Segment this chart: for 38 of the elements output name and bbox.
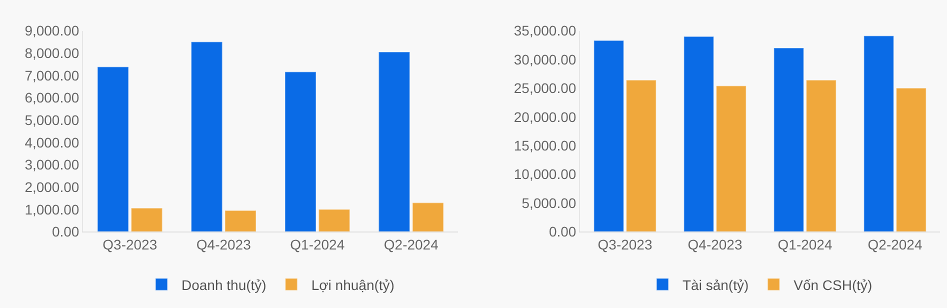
legend-label: Tài sản(tỷ) (682, 276, 749, 293)
y-tick-label: 30,000.00 (514, 51, 576, 68)
bar (773, 47, 804, 232)
y-tick-label: 9,000.00 (24, 22, 80, 39)
y-tick-label: 10,000.00 (514, 166, 576, 182)
y-tick-label: 35,000.00 (514, 22, 576, 39)
bar (716, 85, 747, 232)
y-tick-label: 5,000.00 (24, 112, 80, 128)
x-tick-label: Q1-2024 (290, 236, 345, 253)
legend-label: Doanh thu(tỷ) (182, 276, 266, 293)
y-tick-label: 20,000.00 (514, 108, 576, 125)
y-tick-label: 5,000.00 (522, 194, 576, 211)
y-tick-label: 2,000.00 (24, 178, 80, 195)
y-tick-label: 0.00 (548, 224, 576, 240)
bar (626, 80, 657, 232)
x-tick-label: Q2-2024 (868, 236, 922, 253)
y-tick-label: 7,000.00 (24, 67, 80, 84)
x-tick-label: Q4-2023 (688, 236, 742, 253)
y-tick-label: 8,000.00 (24, 44, 80, 61)
y-tick-label: 6,000.00 (24, 90, 80, 106)
x-tick-label: Q4-2023 (196, 236, 252, 253)
legend-label: Vốn CSH(tỷ) (794, 276, 872, 293)
x-tick-label: Q3-2023 (598, 236, 652, 253)
bar (863, 35, 894, 232)
x-tick-label: Q3-2023 (102, 236, 158, 253)
y-tick-label: 15,000.00 (514, 138, 576, 154)
y-tick-label: 3,000.00 (24, 156, 80, 173)
y-tick-label: 1,000.00 (24, 201, 80, 218)
y-tick-label: 25,000.00 (514, 80, 576, 96)
bar (896, 88, 927, 232)
legend-label: Lợi nhuận(tỷ) (311, 276, 394, 293)
bar (683, 36, 714, 232)
bar (593, 40, 624, 232)
bar (806, 80, 837, 232)
y-tick-label: 4,000.00 (24, 134, 80, 150)
y-tick-label: 0.00 (52, 224, 80, 240)
x-tick-label: Q2-2024 (384, 236, 439, 253)
x-tick-label: Q1-2024 (778, 236, 832, 253)
